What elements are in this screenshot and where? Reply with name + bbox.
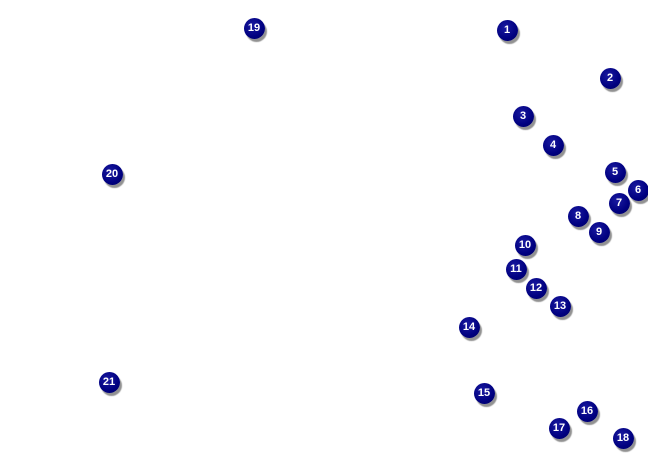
marker-6[interactable]: 6: [627, 179, 648, 201]
marker-11[interactable]: 11: [505, 258, 527, 280]
marker-3[interactable]: 3: [512, 105, 534, 127]
marker-4[interactable]: 4: [542, 134, 564, 156]
marker-9[interactable]: 9: [588, 221, 610, 243]
marker-10[interactable]: 10: [514, 234, 536, 256]
marker-19[interactable]: 19: [243, 17, 265, 39]
marker-5[interactable]: 5: [604, 161, 626, 183]
marker-14[interactable]: 14: [458, 316, 480, 338]
marker-12[interactable]: 12: [525, 277, 547, 299]
marker-13[interactable]: 13: [549, 295, 571, 317]
marker-15[interactable]: 15: [473, 382, 495, 404]
marker-20[interactable]: 20: [101, 163, 123, 185]
marker-21[interactable]: 21: [98, 371, 120, 393]
marker-2[interactable]: 2: [599, 67, 621, 89]
marker-7[interactable]: 7: [608, 192, 630, 214]
marker-16[interactable]: 16: [576, 400, 598, 422]
marker-1[interactable]: 1: [496, 19, 518, 41]
marker-18[interactable]: 18: [612, 427, 634, 449]
marker-8[interactable]: 8: [567, 205, 589, 227]
marker-17[interactable]: 17: [548, 417, 570, 439]
